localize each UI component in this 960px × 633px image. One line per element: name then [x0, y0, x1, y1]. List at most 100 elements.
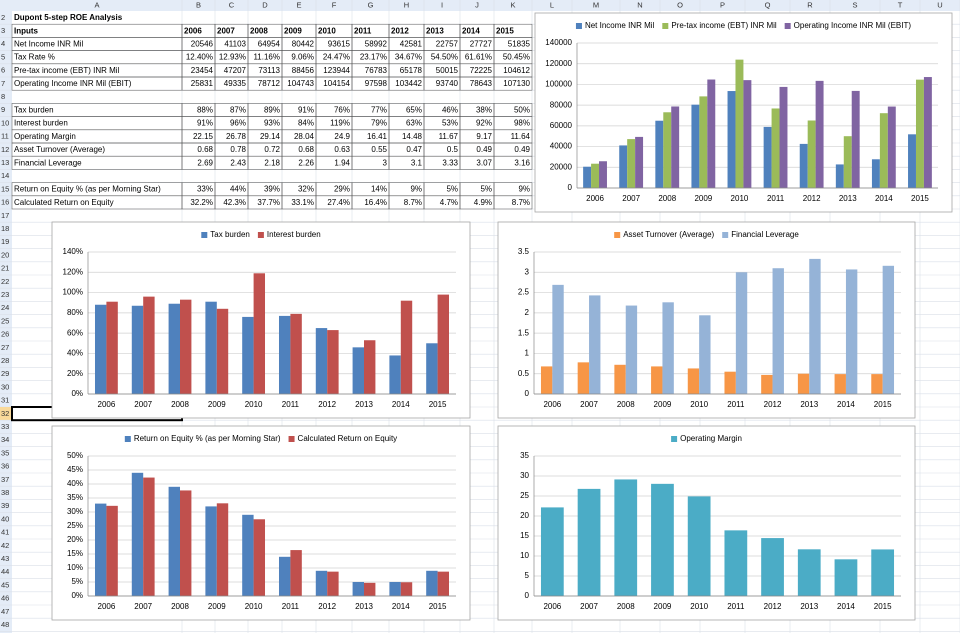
column-letter[interactable]: Q [765, 0, 771, 9]
cell-value[interactable]: 53% [442, 119, 458, 128]
cell-value[interactable]: 11.64 [511, 132, 531, 141]
cell-value[interactable]: 63% [406, 119, 422, 128]
cell-value[interactable]: 91% [197, 119, 213, 128]
cell-value[interactable]: 12.40% [186, 53, 213, 62]
column-letter[interactable]: B [196, 0, 201, 9]
column-letter[interactable]: A [94, 0, 99, 9]
row-label[interactable]: Return on Equity % (as per Morning Star) [14, 185, 161, 194]
header-cell[interactable]: 2015 [496, 26, 514, 35]
cell-value[interactable]: 65% [406, 106, 422, 115]
cell-value[interactable]: 16.4% [364, 198, 387, 207]
row-number[interactable]: 16 [1, 198, 9, 207]
cell-value[interactable]: 14% [371, 185, 387, 194]
header-cell[interactable]: Inputs [14, 26, 39, 35]
row-label[interactable]: Net Income INR Mil [14, 40, 84, 49]
row-number[interactable]: 18 [1, 224, 9, 233]
row-number[interactable]: 19 [1, 237, 9, 246]
cell-value[interactable]: 73113 [258, 66, 280, 75]
cell-value[interactable]: 78712 [258, 79, 281, 88]
cell-value[interactable]: 77% [371, 106, 387, 115]
cell-value[interactable]: 0.72 [264, 145, 280, 154]
cell-value[interactable]: 41103 [224, 40, 246, 49]
cell-value[interactable]: 3.1 [411, 158, 423, 167]
cell-value[interactable]: 54.50% [431, 53, 458, 62]
column-letter[interactable]: O [677, 0, 683, 9]
cell-value[interactable]: 76783 [365, 66, 388, 75]
cell-value[interactable]: 29.14 [260, 132, 281, 141]
cell-value[interactable]: 33% [197, 185, 213, 194]
cell-value[interactable]: 72225 [470, 66, 493, 75]
cell-value[interactable]: 2.18 [264, 158, 280, 167]
cell-value[interactable]: 89% [264, 106, 280, 115]
row-number[interactable]: 37 [1, 475, 9, 484]
column-letter[interactable]: E [296, 0, 301, 9]
header-cell[interactable]: 2013 [426, 26, 444, 35]
row-label[interactable]: Pre-tax income (EBT) INR Mil [14, 66, 120, 75]
cell-value[interactable]: 0.47 [406, 145, 422, 154]
cell-value[interactable]: 50015 [436, 66, 459, 75]
header-cell[interactable]: 2007 [217, 26, 235, 35]
cell-value[interactable]: 80442 [292, 40, 315, 49]
cell-value[interactable]: 98% [514, 119, 530, 128]
row-number[interactable]: 39 [1, 501, 9, 510]
row-number[interactable]: 43 [1, 554, 9, 563]
row-number[interactable]: 8 [1, 92, 5, 101]
cell-value[interactable]: 93615 [328, 40, 351, 49]
header-cell[interactable]: 2008 [250, 26, 268, 35]
cell-value[interactable]: 23.17% [360, 53, 387, 62]
row-number[interactable]: 41 [1, 528, 9, 537]
cell-value[interactable]: 14.48 [402, 132, 423, 141]
column-letter[interactable]: L [550, 0, 554, 9]
cell-value[interactable]: 46% [442, 106, 458, 115]
header-cell[interactable]: 2014 [462, 26, 480, 35]
cell-value[interactable]: 0.49 [476, 145, 492, 154]
cell-value[interactable]: 27.4% [327, 198, 350, 207]
column-letter[interactable]: G [368, 0, 374, 9]
cell-value[interactable]: 37.7% [257, 198, 280, 207]
cell-value[interactable]: 0.55 [371, 145, 387, 154]
header-cell[interactable]: 2009 [284, 26, 302, 35]
header-cell[interactable]: 2010 [318, 26, 336, 35]
cell-value[interactable]: 27727 [470, 40, 493, 49]
cell-value[interactable]: 5% [480, 185, 492, 194]
row-number[interactable]: 20 [1, 250, 9, 259]
cell-value[interactable]: 9% [410, 185, 422, 194]
cell-value[interactable]: 50.45% [503, 53, 530, 62]
cell-value[interactable]: 5% [446, 185, 458, 194]
column-letter[interactable]: I [441, 0, 443, 9]
column-letter[interactable]: R [807, 0, 813, 9]
cell-value[interactable]: 8.7% [404, 198, 422, 207]
cell-value[interactable]: 0.78 [230, 145, 246, 154]
row-number[interactable]: 31 [1, 396, 9, 405]
cell-value[interactable]: 76% [334, 106, 350, 115]
row-number[interactable]: 27 [1, 343, 9, 352]
row-number[interactable]: 21 [1, 264, 9, 273]
row-number[interactable]: 42 [1, 541, 9, 550]
cell-value[interactable]: 49335 [224, 79, 247, 88]
row-number[interactable]: 23 [1, 290, 9, 299]
cell-value[interactable]: 93% [264, 119, 280, 128]
row-number[interactable]: 30 [1, 382, 9, 391]
cell-value[interactable]: 9.06% [291, 53, 314, 62]
header-cell[interactable]: 2012 [391, 26, 409, 35]
cell-value[interactable]: 32% [298, 185, 314, 194]
cell-value[interactable]: 22757 [436, 40, 459, 49]
row-number[interactable]: 17 [1, 211, 9, 220]
cell-value[interactable]: 26.78 [226, 132, 247, 141]
column-letter[interactable]: T [898, 0, 903, 9]
column-letter[interactable]: M [593, 0, 599, 9]
cell-value[interactable]: 3.33 [442, 158, 458, 167]
row-label[interactable]: Calculated Return on Equity [14, 198, 114, 207]
cell-value[interactable]: 20546 [191, 40, 214, 49]
cell-value[interactable]: 34.67% [395, 53, 422, 62]
cell-value[interactable]: 44% [230, 185, 246, 194]
row-number[interactable]: 7 [1, 79, 5, 88]
row-label[interactable]: Financial Leverage [14, 158, 82, 167]
row-number[interactable]: 46 [1, 594, 9, 603]
row-number[interactable]: 29 [1, 369, 9, 378]
row-number[interactable]: 4 [1, 39, 5, 48]
cell-value[interactable]: 104743 [287, 79, 314, 88]
row-number[interactable]: 44 [1, 567, 9, 576]
row-number[interactable]: 36 [1, 462, 9, 471]
cell-value[interactable]: 33.1% [291, 198, 314, 207]
